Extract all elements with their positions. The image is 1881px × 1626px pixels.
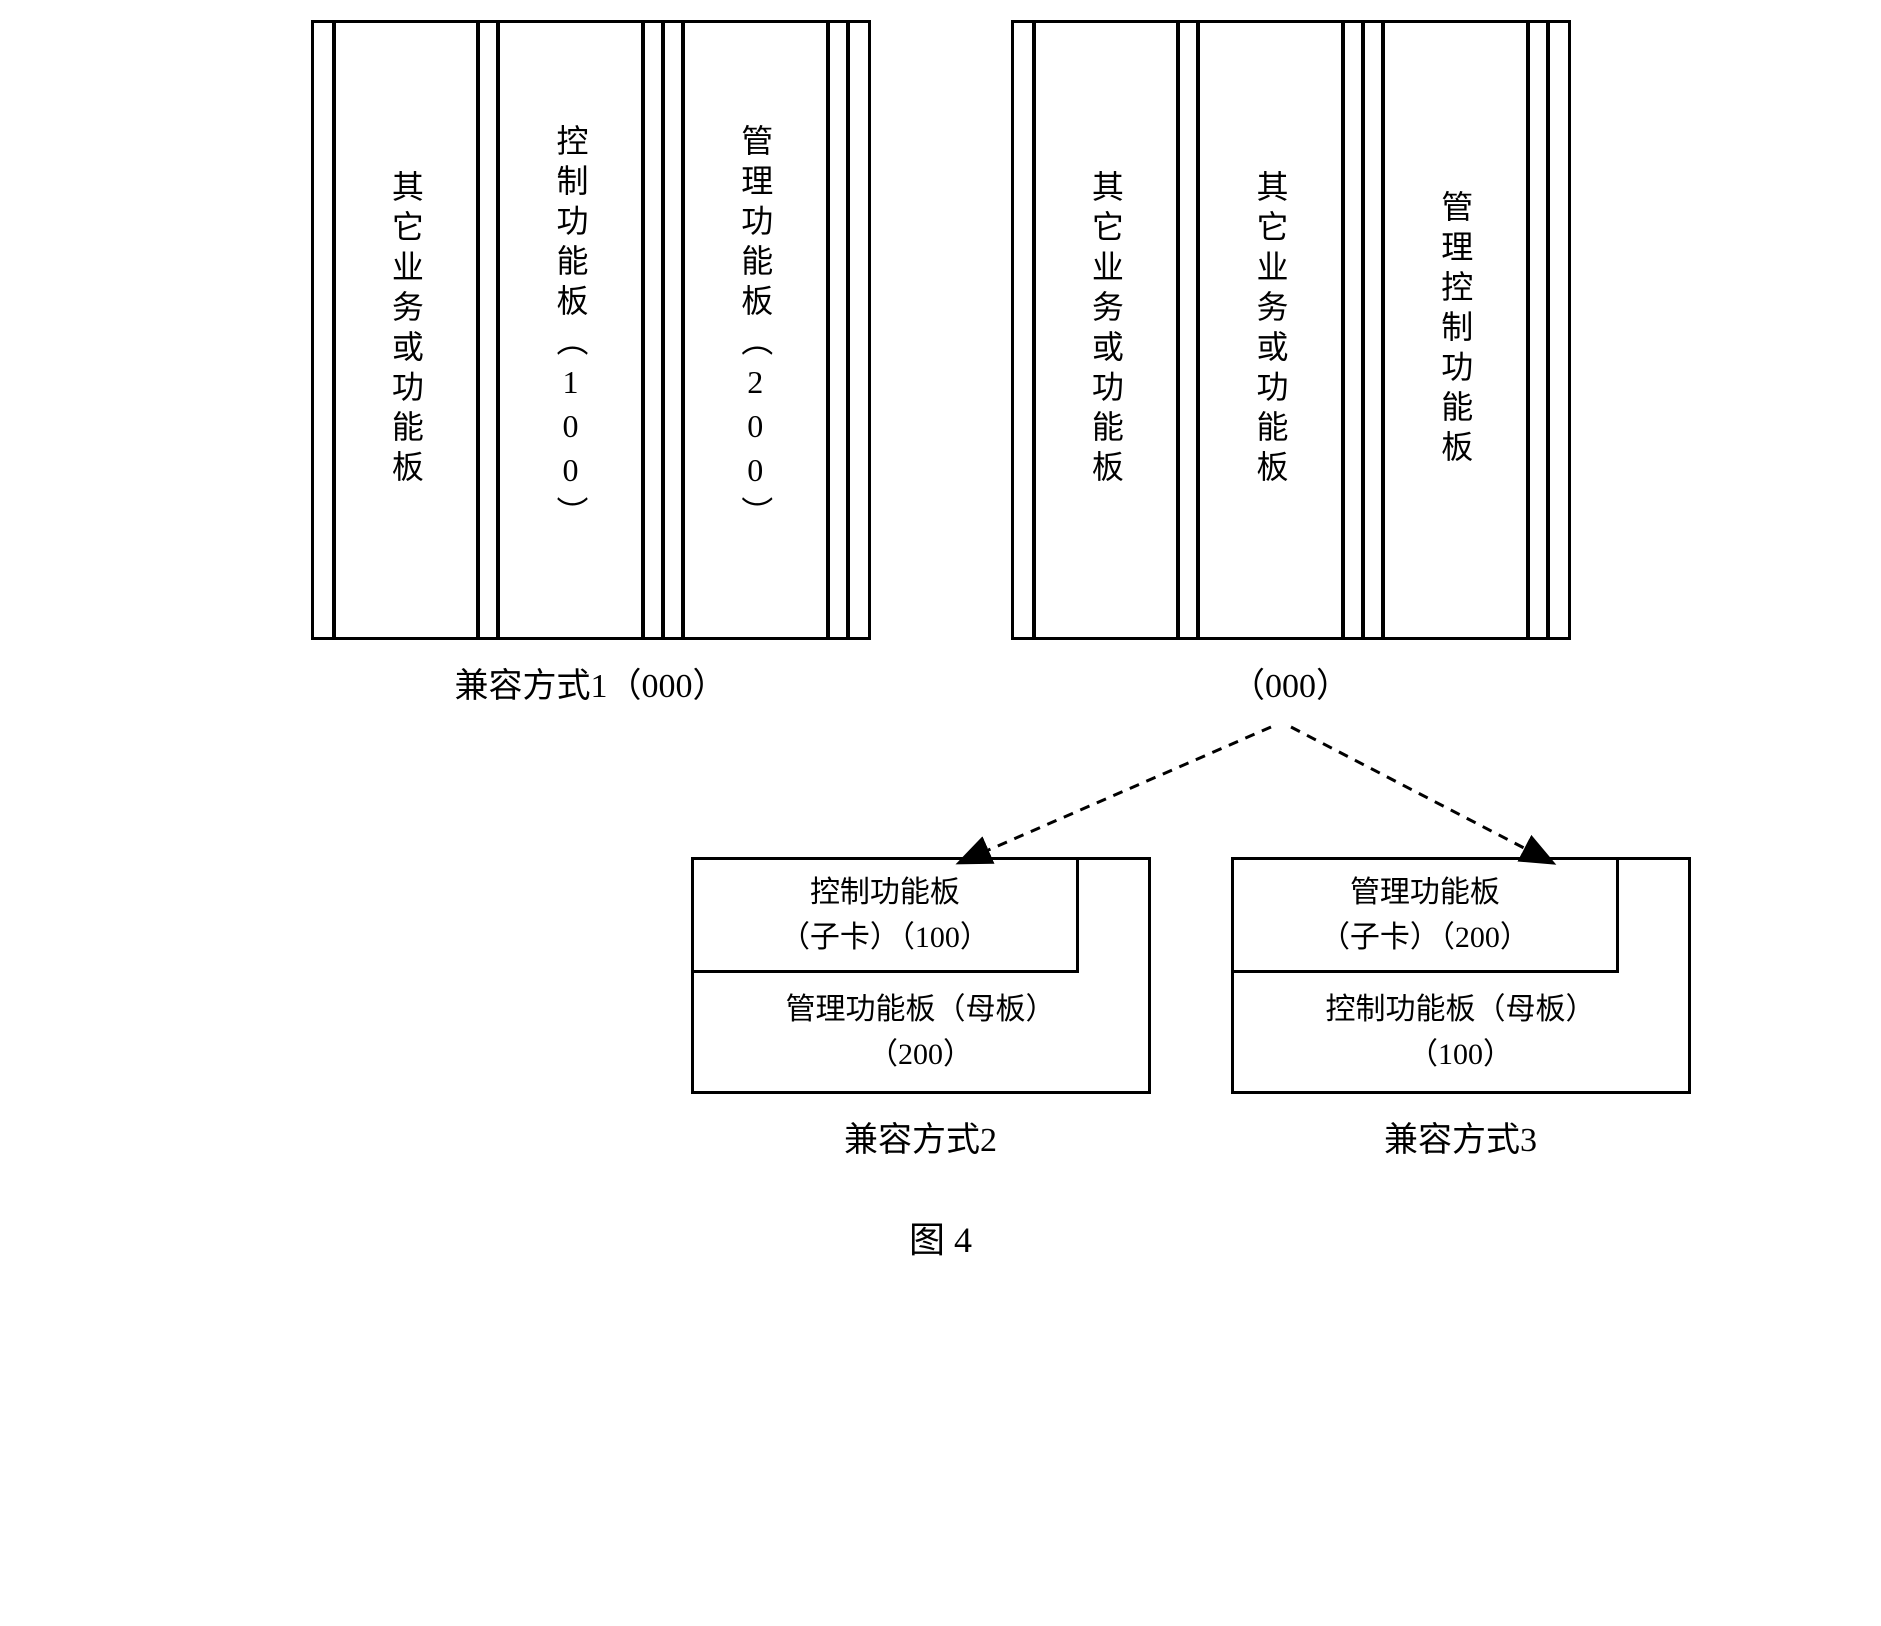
slot-mgmt-board: 管理功能板（200）: [683, 23, 828, 637]
slot-gap: [1343, 23, 1363, 637]
card2-sub-line2: （子卡）（100）: [702, 915, 1069, 960]
slot-gap: [663, 23, 683, 637]
slot-other-b: 其它业务或功能板: [1198, 23, 1343, 637]
slot-gap: [1178, 23, 1198, 637]
slot-control-board: 控制功能板（100）: [498, 23, 643, 637]
card2-mother: 管理功能板（母板） （200）: [694, 973, 1148, 1091]
card3-stack: 管理功能板 （子卡）（200） 控制功能板（母板） （100）: [1231, 857, 1691, 1094]
slot-gap: [828, 23, 848, 637]
slot-gap: [1548, 23, 1568, 637]
slot-other-1: 其它业务或功能板: [334, 23, 479, 637]
card2-stack: 控制功能板 （子卡）（100） 管理功能板（母板） （200）: [691, 857, 1151, 1094]
left-chassis-group: 其它业务或功能板 控制功能板（100） 管理功能板（200） 兼容方式1（000…: [311, 20, 871, 707]
slot-gap: [1528, 23, 1548, 637]
right-chassis: 其它业务或功能板 其它业务或功能板 管理控制功能板: [1011, 20, 1571, 640]
card3-group: 管理功能板 （子卡）（200） 控制功能板（母板） （100） 兼容方式3: [1231, 857, 1691, 1161]
card2-mother-line1: 管理功能板（母板）: [702, 987, 1140, 1032]
card2-caption: 兼容方式2: [844, 1112, 997, 1161]
slot-gap: [314, 23, 334, 637]
top-row: 其它业务或功能板 控制功能板（100） 管理功能板（200） 兼容方式1（000…: [311, 20, 1571, 707]
right-caption: （000）: [1231, 658, 1350, 707]
left-chassis: 其它业务或功能板 控制功能板（100） 管理功能板（200）: [311, 20, 871, 640]
bottom-row: 控制功能板 （子卡）（100） 管理功能板（母板） （200） 兼容方式2 管理…: [691, 857, 1691, 1161]
left-caption: 兼容方式1（000）: [455, 658, 727, 707]
diagram-container: 其它业务或功能板 控制功能板（100） 管理功能板（200） 兼容方式1（000…: [20, 20, 1861, 1263]
card3-mother-line1: 控制功能板（母板）: [1242, 987, 1680, 1032]
slot-other-a: 其它业务或功能板: [1034, 23, 1179, 637]
card3-mother-line2: （100）: [1242, 1032, 1680, 1077]
card2-group: 控制功能板 （子卡）（100） 管理功能板（母板） （200） 兼容方式2: [691, 857, 1151, 1161]
card3-caption: 兼容方式3: [1384, 1112, 1537, 1161]
card3-mother: 控制功能板（母板） （100）: [1234, 973, 1688, 1091]
card2-mother-line2: （200）: [702, 1032, 1140, 1077]
card2-subcard: 控制功能板 （子卡）（100）: [694, 860, 1080, 973]
card3-sub-line2: （子卡）（200）: [1242, 915, 1609, 960]
slot-gap: [1014, 23, 1034, 637]
slot-gap: [1363, 23, 1383, 637]
card3-sub-line1: 管理功能板: [1242, 870, 1609, 915]
card2-sub-line1: 控制功能板: [702, 870, 1069, 915]
right-chassis-group: 其它业务或功能板 其它业务或功能板 管理控制功能板 （000）: [1011, 20, 1571, 707]
arrows-svg: [831, 717, 1731, 877]
slot-gap: [848, 23, 868, 637]
slot-gap: [478, 23, 498, 637]
slot-mgmt-ctrl-board: 管理控制功能板: [1383, 23, 1528, 637]
card3-subcard: 管理功能板 （子卡）（200）: [1234, 860, 1620, 973]
slot-gap: [643, 23, 663, 637]
figure-label: 图 4: [20, 1211, 1861, 1263]
